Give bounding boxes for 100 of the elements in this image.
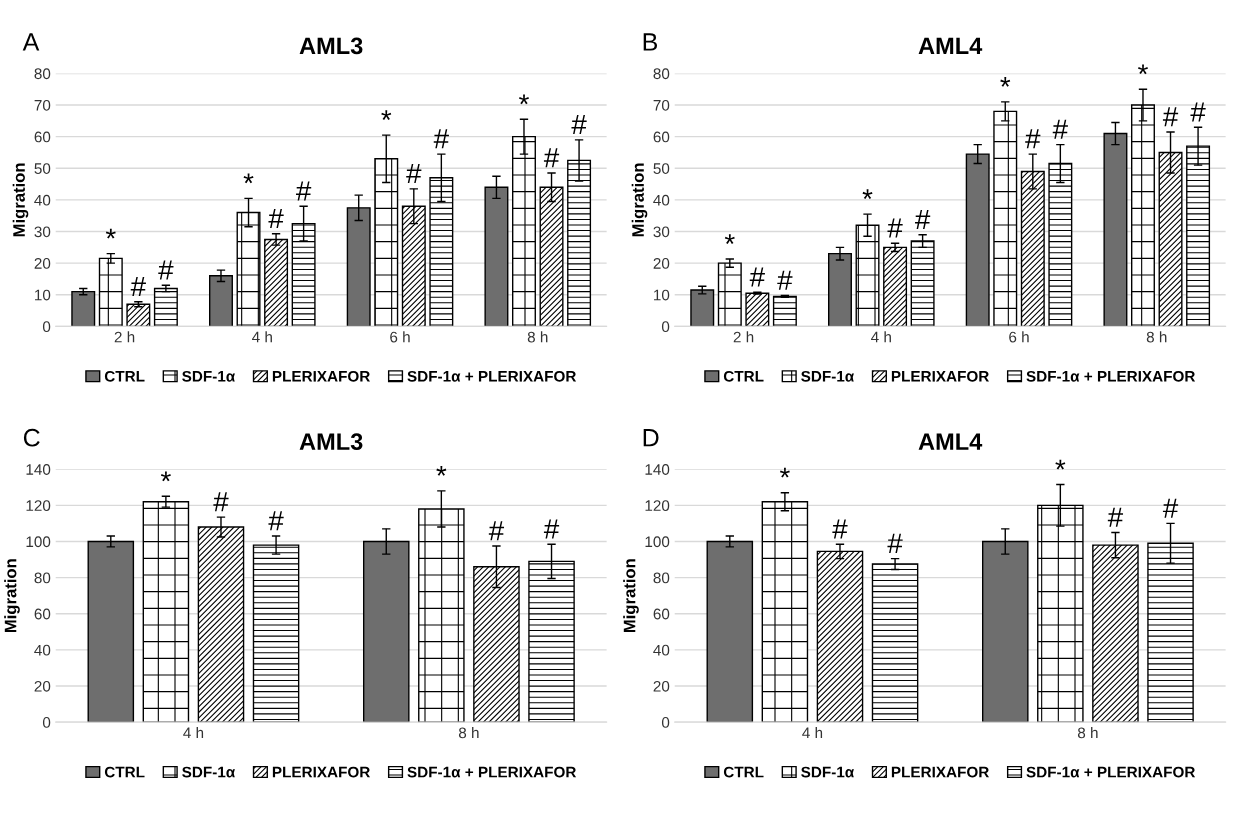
x-tick-label: 6 h bbox=[390, 331, 410, 343]
data-label: # bbox=[1107, 507, 1124, 527]
data-label: * bbox=[1000, 77, 1011, 87]
y-tick-label: 50 bbox=[34, 163, 51, 174]
data-label: * bbox=[243, 173, 254, 184]
y-tick-label: 120 bbox=[645, 500, 670, 512]
data-label: # bbox=[1162, 498, 1179, 518]
y-axis-title: Migration bbox=[12, 163, 29, 237]
legend-label: SDF-1α bbox=[182, 766, 236, 778]
y-axis-title: Migration bbox=[623, 559, 639, 633]
data-label: * bbox=[779, 467, 790, 478]
legend-label: SDF-1α bbox=[801, 370, 855, 382]
data-label: * bbox=[381, 110, 392, 120]
bar bbox=[142, 501, 190, 723]
data-label: # bbox=[832, 519, 848, 539]
bar bbox=[264, 238, 289, 327]
bar bbox=[690, 289, 715, 327]
data-label: # bbox=[130, 276, 146, 296]
y-tick-label: 120 bbox=[26, 500, 51, 512]
y-tick-label: 60 bbox=[653, 608, 670, 620]
data-label: # bbox=[406, 164, 422, 184]
y-tick-label: 70 bbox=[653, 99, 670, 111]
y-tick-label: 80 bbox=[34, 68, 51, 80]
bar bbox=[871, 563, 919, 723]
bar bbox=[126, 303, 151, 327]
x-tick-label: 4 h bbox=[183, 727, 204, 739]
text: C bbox=[23, 428, 40, 447]
data-label: # bbox=[433, 129, 449, 149]
y-tick-label: 30 bbox=[34, 226, 51, 238]
y-tick-label: 40 bbox=[653, 644, 670, 656]
bar bbox=[883, 246, 908, 327]
bar bbox=[71, 290, 96, 327]
data-label: * bbox=[105, 228, 116, 239]
y-tick-label: 140 bbox=[26, 464, 51, 475]
data-label: # bbox=[158, 260, 174, 280]
data-label: * bbox=[862, 189, 873, 200]
y-tick-label: 0 bbox=[661, 321, 670, 333]
data-label: # bbox=[1190, 102, 1206, 122]
data-label: * bbox=[1138, 64, 1148, 75]
legend-label: CTRL bbox=[104, 370, 145, 382]
data-label: * bbox=[160, 471, 171, 482]
y-tick-label: 80 bbox=[653, 68, 670, 80]
legend-label: SDF-1α + PLERIXAFOR bbox=[407, 370, 577, 382]
bar bbox=[153, 287, 178, 327]
y-tick-label: 70 bbox=[34, 99, 51, 111]
y-tick-label: 20 bbox=[653, 680, 670, 692]
bar bbox=[827, 252, 852, 327]
y-tick-label: 20 bbox=[34, 680, 51, 692]
legend-label: PLERIXAFOR bbox=[891, 370, 990, 382]
legend-label: PLERIXAFOR bbox=[272, 370, 371, 382]
legend-label: SDF-1α + PLERIXAFOR bbox=[1026, 766, 1196, 778]
x-tick-label: 2 h bbox=[733, 331, 754, 343]
y-tick-label: 50 bbox=[653, 163, 670, 174]
data-label: # bbox=[543, 519, 560, 539]
data-label: # bbox=[268, 511, 284, 531]
data-label: * bbox=[519, 94, 529, 105]
y-tick-label: 100 bbox=[645, 536, 670, 548]
y-tick-label: 40 bbox=[34, 194, 51, 206]
data-label: # bbox=[268, 208, 284, 228]
chart-title: AML4 bbox=[918, 433, 983, 450]
y-axis-title: Migration bbox=[4, 559, 20, 633]
data-label: * bbox=[1055, 459, 1066, 470]
bar bbox=[208, 275, 233, 327]
y-tick-label: 60 bbox=[34, 608, 51, 620]
data-label: * bbox=[436, 466, 447, 476]
y-tick-label: 10 bbox=[35, 289, 51, 301]
y-tick-label: 20 bbox=[653, 258, 670, 269]
legend-label: SDF-1α bbox=[182, 370, 236, 382]
legend-label: SDF-1α bbox=[801, 766, 855, 778]
y-tick-label: 100 bbox=[26, 536, 51, 548]
y-tick-label: 40 bbox=[653, 194, 670, 206]
y-tick-label: 40 bbox=[34, 644, 51, 656]
data-label: # bbox=[915, 209, 931, 229]
y-tick-label: 0 bbox=[661, 717, 670, 728]
y-tick-label: 0 bbox=[42, 321, 51, 333]
y-tick-label: 80 bbox=[653, 572, 670, 584]
y-axis-title: Migration bbox=[631, 163, 648, 237]
x-tick-label: 4 h bbox=[252, 331, 272, 343]
bar bbox=[87, 540, 135, 723]
y-tick-label: 20 bbox=[34, 258, 51, 269]
y-tick-label: 140 bbox=[645, 464, 670, 475]
bar bbox=[772, 295, 797, 327]
data-label: # bbox=[1162, 107, 1179, 127]
x-tick-label: 8 h bbox=[458, 727, 479, 739]
x-tick-label: 8 h bbox=[1146, 331, 1167, 343]
y-tick-label: 10 bbox=[654, 289, 670, 301]
legend-label: CTRL bbox=[723, 370, 764, 382]
text: D bbox=[643, 429, 659, 447]
text: B bbox=[643, 33, 658, 51]
chart-title: AML3 bbox=[299, 37, 363, 55]
x-tick-label: 2 h bbox=[114, 331, 135, 343]
data-label: # bbox=[749, 267, 765, 287]
legend-label: CTRL bbox=[104, 766, 145, 778]
bar bbox=[717, 262, 742, 327]
legend-label: PLERIXAFOR bbox=[272, 766, 371, 778]
chart-title: AML4 bbox=[918, 37, 983, 54]
y-tick-label: 60 bbox=[653, 131, 670, 143]
text: A bbox=[22, 33, 40, 51]
data-label: # bbox=[571, 115, 587, 135]
bar bbox=[706, 540, 754, 723]
